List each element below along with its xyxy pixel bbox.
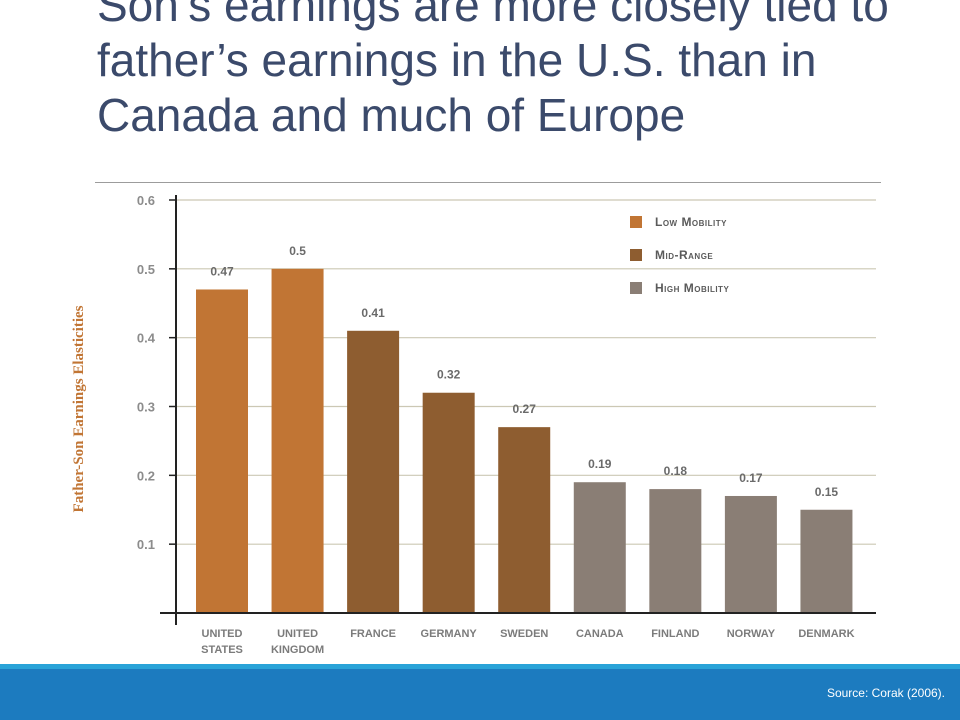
bar [422,392,475,613]
x-tick-label: FINLAND [651,628,699,640]
y-tick-label: 0.3 [137,400,155,415]
bar [347,330,400,613]
x-tick-label: STATES [201,644,243,656]
slide-title: Son’s earnings are more closely tied to … [97,0,889,141]
legend-label: Low Mobility [655,215,727,229]
legend: Low Mobility Mid-Range High Mobility [630,215,729,295]
bar [271,268,324,613]
legend-label: Mid-Range [655,248,713,262]
y-tick-label: 0.5 [137,262,155,277]
y-tick-label: 0.6 [137,193,155,208]
x-tick-label: KINGDOM [271,644,324,656]
legend-label: High Mobility [655,281,729,295]
y-tick-label: 0.4 [137,331,156,346]
data-label: 0.32 [437,368,461,382]
data-label: 0.15 [815,485,839,499]
data-label: 0.27 [513,402,537,416]
x-tick-label: UNITED [277,628,318,640]
labels: 0.1 0.2 0.3 0.4 0.5 0.6 Father-Son Earnings El… [71,193,855,656]
y-axis-title: Father-Son Earnings Elasticities [71,305,87,512]
bar [196,289,248,613]
x-tick-label: UNITED [202,628,243,640]
footer-bar: Source: Corak (2006). [0,664,960,720]
data-label: 0.5 [289,244,306,258]
bar [800,509,853,613]
data-label: 0.18 [664,464,688,478]
data-label: 0.47 [210,264,234,278]
y-tick-label: 0.2 [137,468,155,483]
x-tick-label: SWEDEN [500,628,548,640]
x-tick-label: FRANCE [350,628,396,640]
axes [160,195,876,625]
bar [498,427,551,613]
data-label: 0.41 [361,306,385,320]
y-tick-label: 0.1 [137,537,155,552]
title-divider [95,182,881,183]
bar [649,489,702,613]
source-citation: Source: Corak (2006). [826,686,945,700]
x-tick-label: GERMANY [421,628,478,640]
legend-swatch [630,282,642,294]
bar [724,495,777,613]
data-label: 0.17 [739,471,763,485]
bar [573,482,626,613]
x-tick-label: NORWAY [727,628,776,640]
x-tick-label: CANADA [576,628,624,640]
x-tick-label: DENMARK [798,628,854,640]
legend-swatch [630,249,642,261]
earnings-elasticity-bar-chart: 0.1 0.2 0.3 0.4 0.5 0.6 Father-Son Earnings El… [71,193,876,656]
legend-swatch [630,216,642,228]
bars [196,268,853,613]
data-label: 0.19 [588,457,612,471]
